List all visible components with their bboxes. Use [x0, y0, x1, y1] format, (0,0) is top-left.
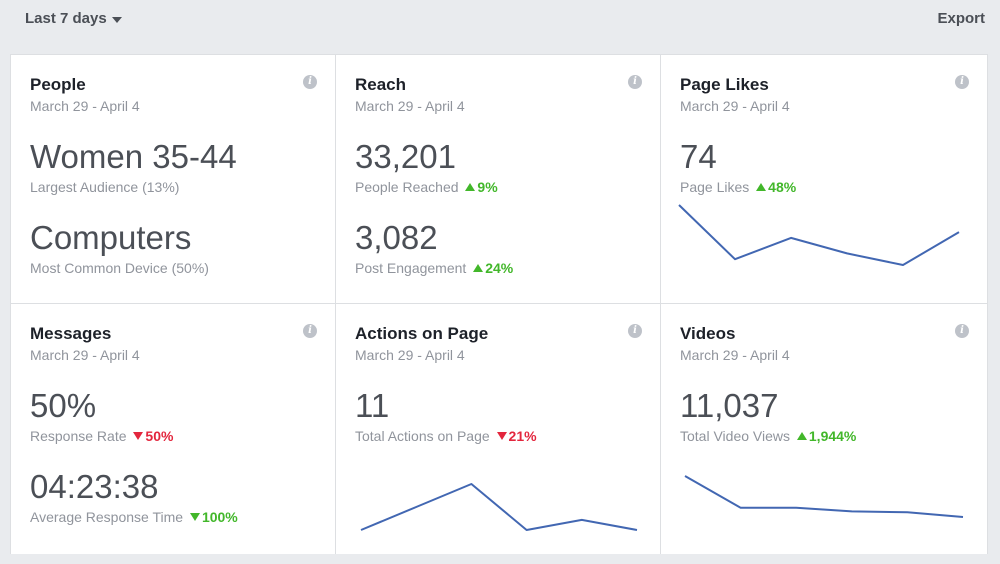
arrow-down-icon [496, 432, 507, 440]
metric-label-text: Page Likes [680, 179, 750, 195]
metric-value: 3,082 [355, 219, 438, 256]
metric-value: 11,037 [680, 387, 779, 424]
metric-label-text: People Reached [355, 179, 459, 195]
change-indicator: 24% [469, 260, 513, 276]
metric-total-actions: 11 Total Actions on Page 21% [355, 387, 537, 445]
card-title[interactable]: Actions on Page [355, 324, 489, 343]
metric-label-text: Average Response Time [30, 509, 184, 525]
metric-value: 50% [30, 387, 97, 424]
arrow-down-icon [133, 432, 144, 440]
insights-grid: People March 29 - April 4 i Women 35-44 … [10, 54, 988, 554]
card-date: March 29 - April 4 [680, 98, 790, 114]
card-people: People March 29 - April 4 i Women 35-44 … [11, 55, 335, 303]
card-actions-on-page: Actions on Page March 29 - April 4 i 11 … [336, 304, 660, 554]
metric-label: Most Common Device (50%) [30, 260, 209, 276]
card-title[interactable]: People [30, 75, 86, 94]
info-icon[interactable]: i [303, 75, 317, 89]
page-likes-sparkline[interactable] [661, 55, 987, 303]
card-messages: Messages March 29 - April 4 i 50% Respon… [11, 304, 335, 554]
card-date: March 29 - April 4 [355, 98, 465, 114]
metric-largest-audience: Women 35-44 Largest Audience (13%) [30, 138, 237, 196]
info-icon[interactable]: i [303, 324, 317, 338]
metric-response-rate: 50% Response Rate 50% [30, 387, 173, 445]
sparkline-line [360, 483, 638, 531]
sparkline-line [684, 475, 964, 518]
card-date: March 29 - April 4 [355, 347, 465, 363]
card-date: March 29 - April 4 [30, 347, 140, 363]
metric-label-text: Total Actions on Page [355, 428, 490, 444]
caret-down-icon [111, 16, 122, 23]
metric-label-text: Response Rate [30, 428, 127, 444]
card-date: March 29 - April 4 [30, 98, 140, 114]
change-indicator: 48% [752, 179, 796, 195]
metric-label: Average Response Time 100% [30, 508, 238, 526]
info-icon[interactable]: i [955, 75, 969, 89]
card-title[interactable]: Messages [30, 324, 112, 343]
change-indicator: 9% [462, 179, 498, 195]
metric-value: 33,201 [355, 138, 456, 175]
change-indicator: 1,944% [793, 428, 856, 444]
change-value: 1,944% [808, 428, 857, 444]
metric-label-text: Total Video Views [680, 428, 790, 444]
arrow-up-icon [465, 183, 476, 191]
metric-label: Largest Audience (13%) [30, 179, 180, 195]
card-date: March 29 - April 4 [680, 347, 790, 363]
metric-label: Page Likes 48% [680, 178, 796, 196]
card-videos: Videos March 29 - April 4 i 11,037 Total… [661, 304, 987, 554]
metric-label: People Reached 9% [355, 178, 498, 196]
date-range-label: Last 7 days [25, 10, 107, 27]
change-value: 50% [145, 428, 174, 444]
date-range-dropdown[interactable]: Last 7 days [25, 10, 122, 27]
info-icon[interactable]: i [628, 324, 642, 338]
metric-value: Women 35-44 [30, 138, 237, 175]
card-title[interactable]: Page Likes [680, 75, 769, 94]
arrow-down-icon [189, 513, 200, 521]
change-indicator: 100% [186, 509, 238, 525]
card-page-likes: Page Likes March 29 - April 4 i 74 Page … [661, 55, 987, 303]
metric-value: 74 [680, 138, 717, 175]
sparkline-line [678, 204, 960, 266]
change-indicator: 50% [130, 428, 174, 444]
metric-common-device: Computers Most Common Device (50%) [30, 219, 209, 277]
metric-label: Total Video Views 1,944% [680, 427, 856, 445]
metric-post-engagement: 3,082 Post Engagement 24% [355, 219, 513, 277]
metric-people-reached: 33,201 People Reached 9% [355, 138, 498, 196]
card-reach: Reach March 29 - April 4 i 33,201 People… [336, 55, 660, 303]
info-icon[interactable]: i [628, 75, 642, 89]
toolbar: Last 7 days Export [0, 0, 1000, 40]
change-value: 100% [201, 509, 238, 525]
change-value: 24% [485, 260, 514, 276]
videos-sparkline[interactable] [661, 304, 987, 554]
change-value: 21% [508, 428, 537, 444]
arrow-up-icon [796, 432, 807, 440]
metric-average-response-time: 04:23:38 Average Response Time 100% [30, 468, 238, 526]
metric-value: 11 [355, 387, 390, 424]
change-value: 48% [768, 179, 797, 195]
metric-value: Computers [30, 219, 192, 256]
metric-page-likes: 74 Page Likes 48% [680, 138, 796, 196]
arrow-up-icon [473, 264, 484, 272]
metric-label-text: Post Engagement [355, 260, 467, 276]
card-title[interactable]: Videos [680, 324, 736, 343]
card-title[interactable]: Reach [355, 75, 407, 94]
info-icon[interactable]: i [955, 324, 969, 338]
export-button[interactable]: Export [937, 10, 985, 27]
metric-label: Post Engagement 24% [355, 259, 513, 277]
metric-label: Response Rate 50% [30, 427, 173, 445]
change-indicator: 21% [493, 428, 537, 444]
metric-label: Total Actions on Page 21% [355, 427, 537, 445]
metric-value: 04:23:38 [30, 468, 159, 505]
metric-video-views: 11,037 Total Video Views 1,944% [680, 387, 856, 445]
change-value: 9% [477, 179, 498, 195]
actions-sparkline[interactable] [336, 304, 660, 554]
arrow-up-icon [756, 183, 767, 191]
